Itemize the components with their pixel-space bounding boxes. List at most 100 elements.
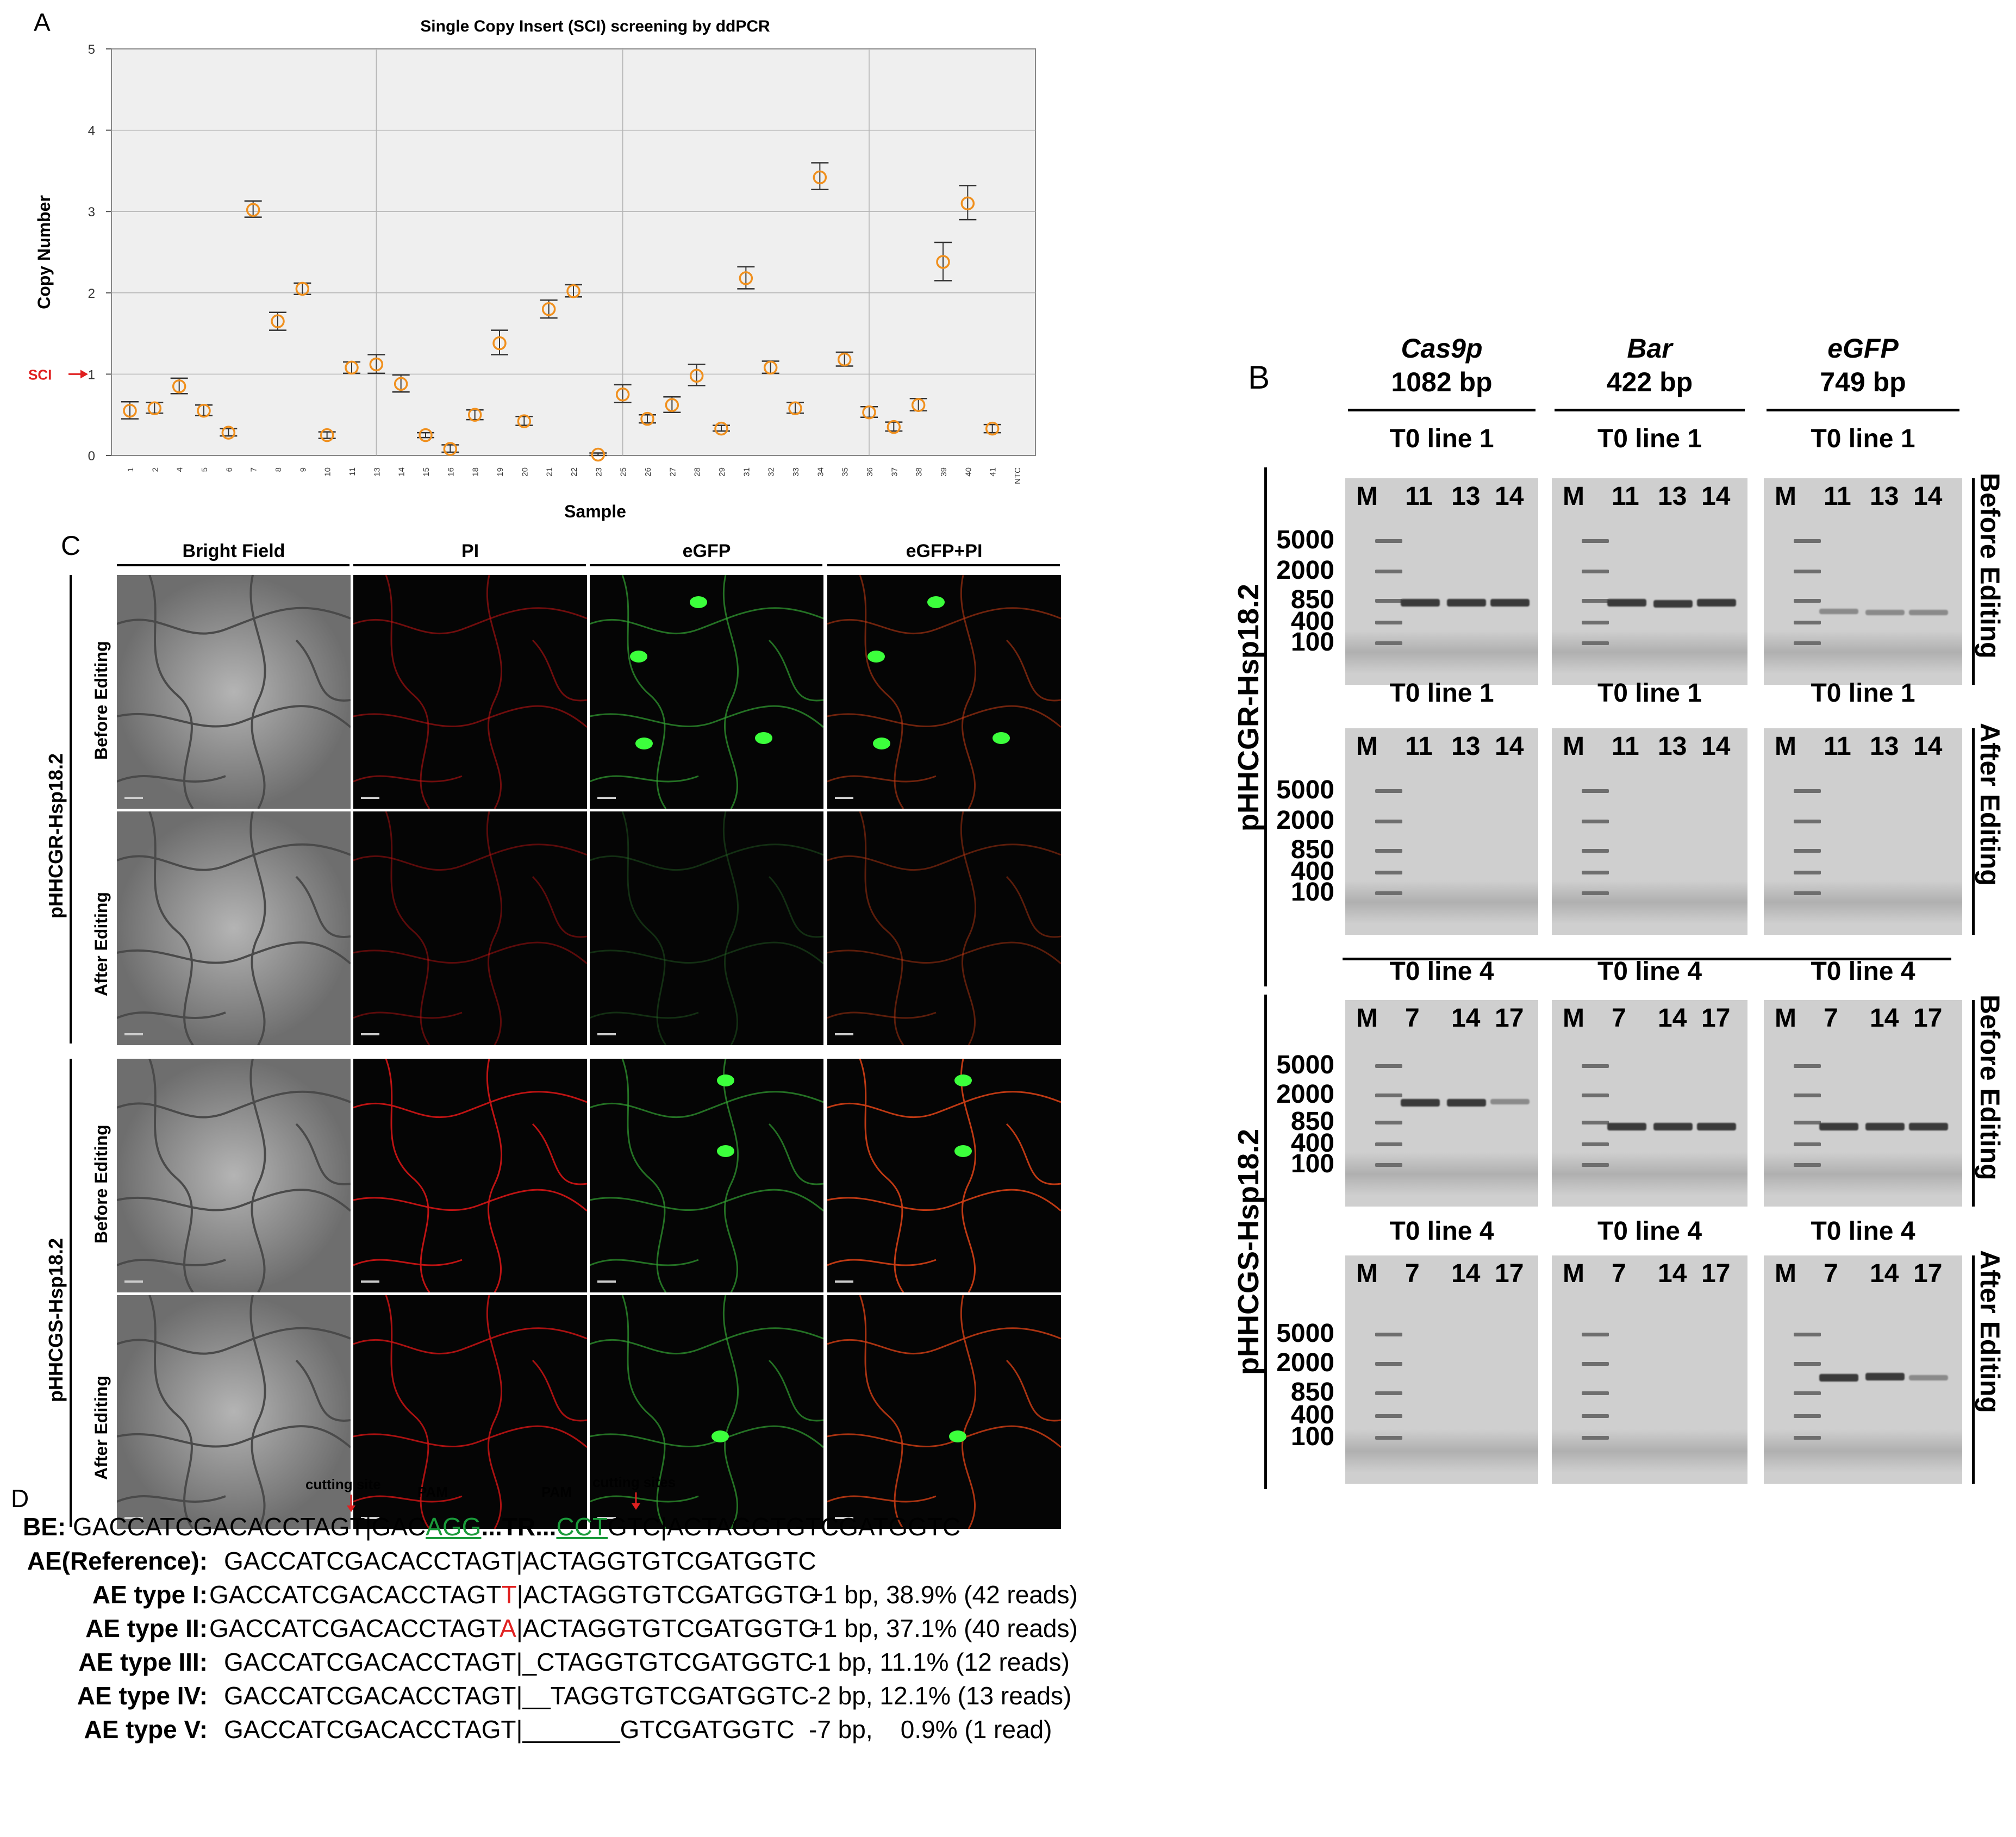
micro-image-gfp <box>590 1059 823 1292</box>
gel-image: M 7 14 17 <box>1764 1000 1962 1207</box>
gene-underline <box>1767 409 1959 411</box>
ladder-size-label: 2000 <box>1276 556 1334 585</box>
micro-image-merge <box>827 575 1061 809</box>
ladder-band <box>1375 641 1402 645</box>
cutting-sites-label: cutting sites <box>592 1474 676 1490</box>
lane-label: M <box>1775 1004 1796 1033</box>
gene-underline <box>1348 409 1536 411</box>
x-tick-label: 23 <box>594 467 603 477</box>
gene-name: Cas9p <box>1401 333 1483 364</box>
ladder-size-label: 5000 <box>1276 526 1334 554</box>
ladder-band <box>1582 871 1609 874</box>
micro-image-gfp <box>590 811 823 1045</box>
ladder-size-label: 100 <box>1290 878 1334 907</box>
pcr-band <box>1401 599 1440 607</box>
ladder-band <box>1794 1064 1821 1068</box>
lane-label: 13 <box>1658 732 1687 761</box>
ladder-band <box>1582 1436 1609 1440</box>
lane-label: M <box>1563 1004 1584 1033</box>
lane-label: 14 <box>1495 732 1524 761</box>
ladder-band <box>1582 1064 1609 1068</box>
x-tick-label: 13 <box>372 467 382 477</box>
pcr-band <box>1607 599 1646 607</box>
ladder-band <box>1375 891 1402 895</box>
ae-sequence: GACCATCGACACCTAGT|ACTAGGTGTCGATGGTC <box>224 1546 816 1576</box>
data-point <box>887 420 901 434</box>
micro-image-gfp <box>590 575 823 809</box>
ladder-band <box>1794 539 1821 543</box>
data-point <box>246 203 260 217</box>
pcr-band <box>1819 1123 1858 1130</box>
lane-label: 14 <box>1701 482 1731 511</box>
lane-label: M <box>1356 1004 1378 1033</box>
x-tick-label: 31 <box>742 467 751 477</box>
x-tick-label: 7 <box>249 467 259 472</box>
x-tick-label: 28 <box>693 467 702 477</box>
data-point <box>443 442 458 456</box>
ae-sequence: GACCATCGACACCTAGT|_CTAGGTGTCGATGGTC <box>224 1647 813 1677</box>
ladder-band <box>1375 871 1402 874</box>
plot-area <box>111 48 1036 456</box>
x-tick-label: 39 <box>939 467 948 477</box>
micro-image-pi <box>353 1059 587 1292</box>
data-point <box>837 352 852 367</box>
micro-column-header: Bright Field <box>182 541 285 561</box>
ladder-band <box>1582 621 1609 624</box>
data-point <box>862 405 876 420</box>
t0-line-label: T0 line 1 <box>1597 424 1702 453</box>
data-point <box>197 403 211 418</box>
data-point <box>689 368 704 383</box>
gene-name: eGFP <box>1827 333 1899 364</box>
t0-line-label: T0 line 1 <box>1389 679 1494 708</box>
y-tick-label: 3 <box>88 205 95 220</box>
sci-arrow-head <box>80 370 88 379</box>
pcr-band <box>1490 1099 1530 1104</box>
data-point <box>714 421 728 436</box>
ladder-size-label: 850 <box>1290 835 1334 864</box>
amplicon-size: 1082 bp <box>1391 367 1493 397</box>
gel-image: M 11 13 14 <box>1552 478 1747 685</box>
x-tick-label: 26 <box>644 467 653 477</box>
micro-image-pi <box>353 575 587 809</box>
lane-label: 11 <box>1824 732 1851 761</box>
data-point <box>394 377 408 391</box>
data-point <box>665 398 679 412</box>
gel-image: M 7 14 17 <box>1764 1255 1962 1484</box>
panel-letter-b: B <box>1248 359 1270 396</box>
ladder-band <box>1794 789 1821 793</box>
x-tick-label: 21 <box>545 467 554 477</box>
construct-label-1: pHHCGR-Hsp18.2 <box>1232 583 1265 832</box>
ladder-band <box>1794 1414 1821 1418</box>
ladder-band <box>1582 539 1609 543</box>
seq-insertion: A <box>500 1614 516 1642</box>
lane-label: 14 <box>1701 732 1731 761</box>
x-tick-label: NTC <box>1013 467 1022 484</box>
ddpcr-chart: 0 1 2 3 4 5 1 2 4 5 6 7 8 9 10 11 13 14 15 16 18 19 20 21 22 23 25… <box>0 0 1044 522</box>
ladder-band <box>1375 599 1402 603</box>
seq-prefix: GACCATCGACACCTAGT <box>209 1614 500 1642</box>
gel-panel: Cas9p 1082 bp Bar 422 bp eGFP 749 bp M 11 13 14 T0… <box>1232 332 2005 1489</box>
x-tick-label: 8 <box>274 467 283 472</box>
ladder-band <box>1375 621 1402 624</box>
seq-suffix: |ACTAGGTGTCGATGGTC <box>516 1614 816 1642</box>
chart-title: Single Copy Insert (SCI) screening by dd… <box>420 17 770 35</box>
data-point <box>566 284 581 298</box>
gel-smear <box>1345 630 1538 674</box>
x-axis-label: Sample <box>564 502 626 521</box>
ladder-band <box>1375 1094 1402 1097</box>
ladder-band <box>1582 599 1609 603</box>
gene-header: Bar 422 bp <box>1563 332 1737 399</box>
data-point <box>123 403 137 418</box>
ladder-band <box>1794 1094 1821 1097</box>
amplicon-size: 749 bp <box>1820 367 1906 397</box>
cut-arrows <box>347 1492 640 1512</box>
gel-smear <box>1764 1152 1962 1196</box>
ladder-band <box>1582 1094 1609 1097</box>
seq-prefix: GACCATCGACACCTAGT <box>209 1580 502 1609</box>
ae-row-label: AE type I: <box>92 1580 208 1609</box>
gel-smear <box>1764 880 1962 924</box>
ladder-band <box>1582 849 1609 853</box>
cutting-site-label: cutting site <box>305 1476 381 1492</box>
data-point <box>345 360 359 375</box>
ae-row-label-wrap: AE type V: <box>84 1715 208 1744</box>
